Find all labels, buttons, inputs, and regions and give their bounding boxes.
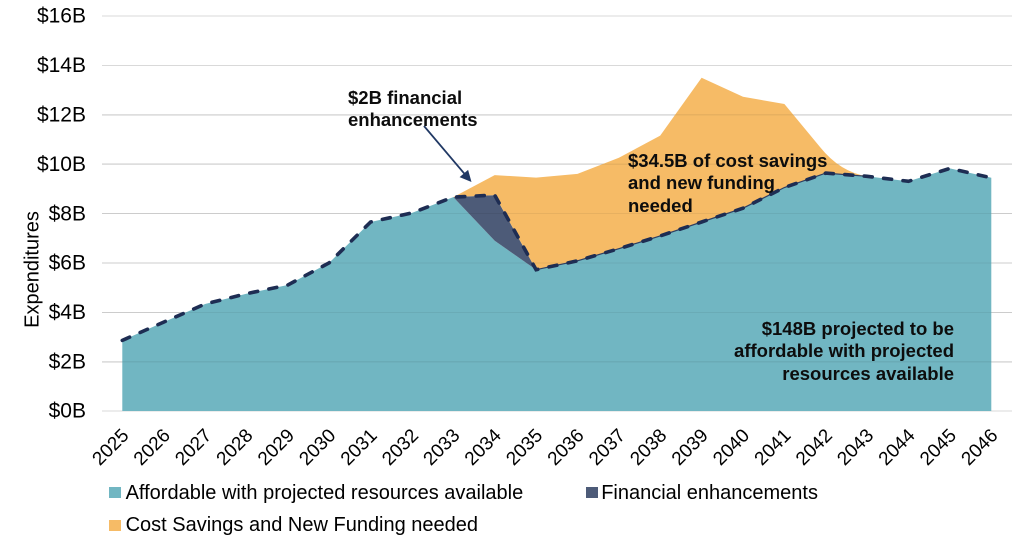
svg-text:$8B: $8B	[49, 202, 86, 225]
svg-text:2042: 2042	[792, 425, 837, 470]
svg-text:$10B: $10B	[37, 153, 86, 176]
svg-text:$4B: $4B	[49, 301, 86, 324]
svg-text:$6B: $6B	[49, 252, 86, 275]
svg-text:2040: 2040	[709, 425, 754, 470]
svg-text:$2B: $2B	[49, 351, 86, 374]
svg-text:2044: 2044	[875, 425, 920, 470]
svg-text:2038: 2038	[626, 425, 671, 470]
svg-text:2025: 2025	[89, 425, 134, 470]
svg-text:$12B: $12B	[37, 104, 86, 127]
svg-text:2039: 2039	[668, 425, 713, 470]
svg-text:$0B: $0B	[49, 400, 86, 423]
svg-text:2027: 2027	[171, 425, 216, 470]
svg-text:2037: 2037	[585, 425, 630, 470]
svg-text:2032: 2032	[378, 425, 423, 470]
svg-text:Expenditures: Expenditures	[22, 211, 44, 328]
svg-text:2043: 2043	[833, 425, 878, 470]
svg-text:2046: 2046	[958, 425, 1003, 470]
svg-text:2034: 2034	[461, 425, 506, 470]
svg-text:2036: 2036	[544, 425, 589, 470]
svg-text:2041: 2041	[751, 425, 796, 470]
svg-text:2028: 2028	[213, 425, 258, 470]
svg-text:2030: 2030	[295, 425, 340, 470]
svg-text:$14B: $14B	[37, 54, 86, 77]
svg-text:2031: 2031	[337, 425, 382, 470]
svg-text:2026: 2026	[130, 425, 175, 470]
svg-text:2045: 2045	[916, 425, 961, 470]
svg-text:2035: 2035	[502, 425, 547, 470]
svg-text:$16B: $16B	[37, 5, 86, 28]
svg-text:2029: 2029	[254, 425, 299, 470]
svg-text:2033: 2033	[420, 425, 465, 470]
